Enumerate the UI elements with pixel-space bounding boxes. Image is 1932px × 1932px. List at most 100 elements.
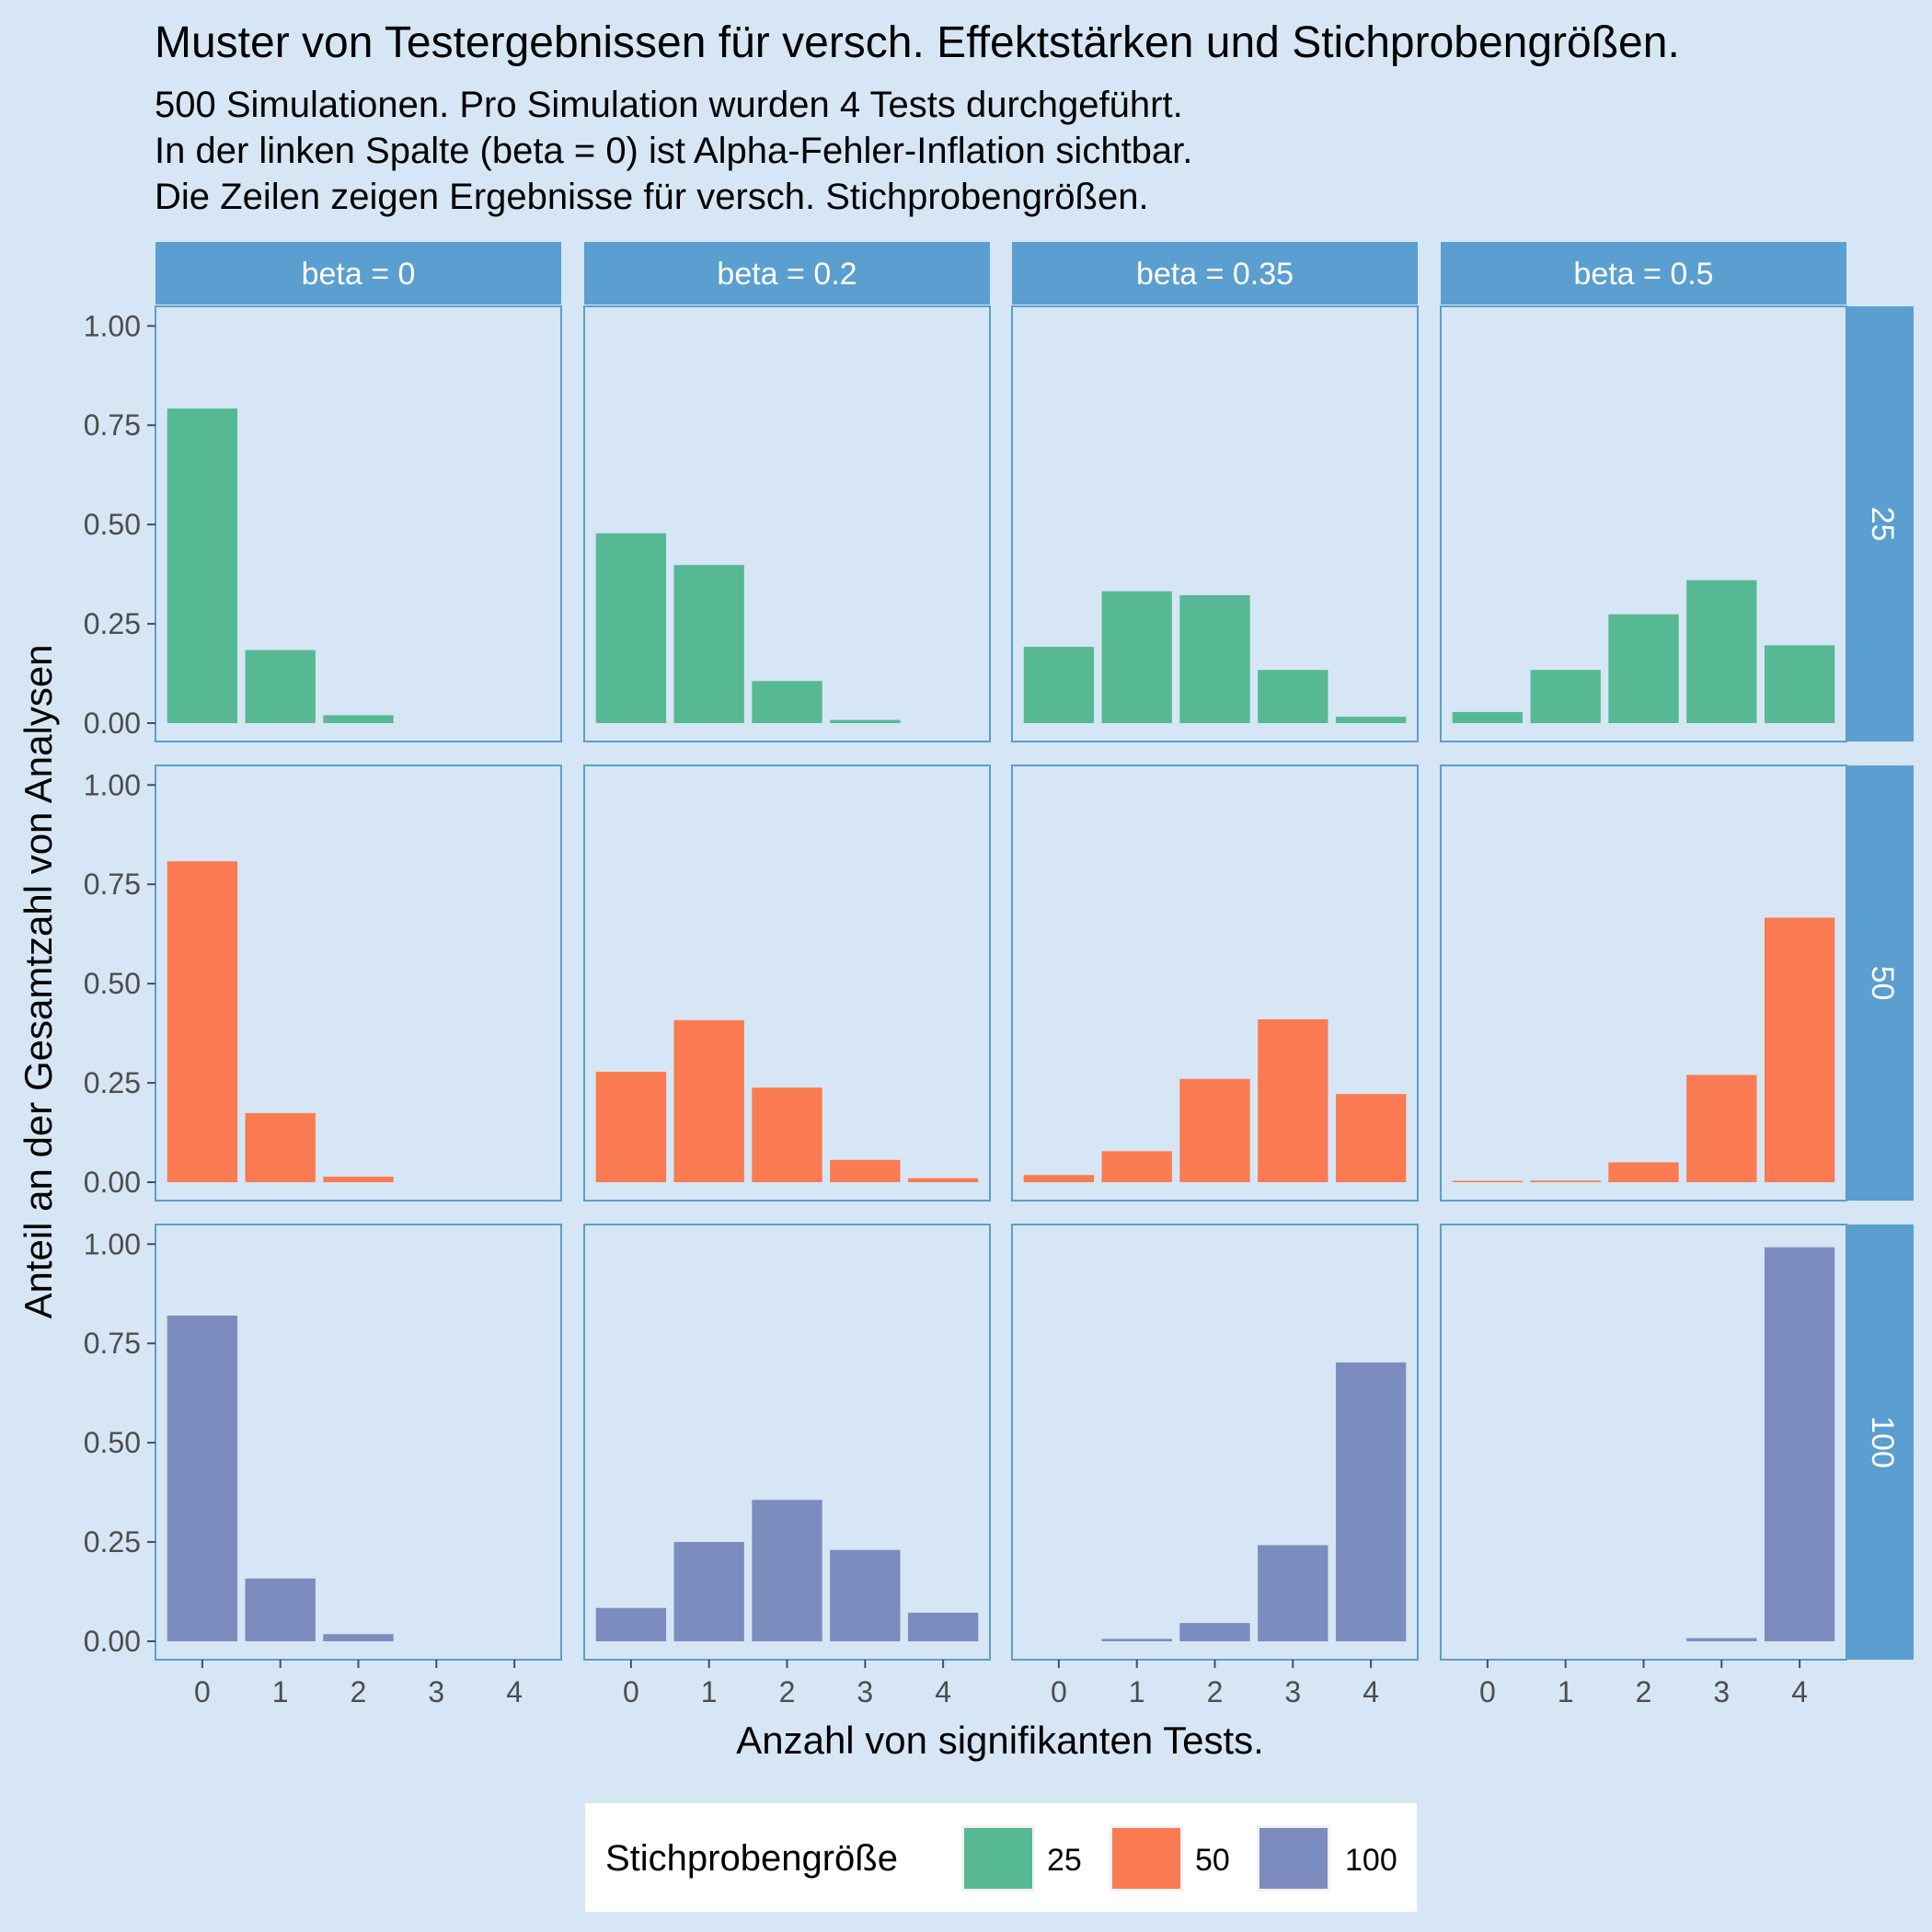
chart-subtitle-line-1: 500 Simulationen. Pro Simulation wurden … [155, 85, 1183, 125]
x-tick-label: 1 [272, 1675, 289, 1708]
bar [167, 861, 238, 1182]
bar [1764, 1247, 1835, 1641]
x-tick-label: 1 [1558, 1675, 1574, 1708]
row-strip [1847, 765, 1914, 1201]
panel-border [583, 765, 991, 1202]
chart-subtitle-line-3: Die Zeilen zeigen Ergebnisse für versch.… [155, 177, 1149, 217]
column-strip [1441, 242, 1846, 305]
bar [1530, 1180, 1601, 1182]
bar [1179, 1078, 1250, 1182]
bar [830, 1159, 901, 1182]
column-strip-label: beta = 0 [302, 257, 416, 292]
bar [1608, 1162, 1679, 1182]
x-tick-label: 2 [1636, 1675, 1652, 1708]
bar [1335, 1362, 1407, 1641]
column-strip [1012, 242, 1418, 305]
bar [673, 565, 744, 723]
bar [1764, 645, 1835, 723]
legend-swatch [964, 1828, 1032, 1889]
bar [907, 1612, 979, 1641]
x-tick-label: 3 [428, 1675, 444, 1708]
row-strip [1847, 306, 1914, 742]
bar [673, 1019, 744, 1182]
column-strip [155, 242, 561, 305]
y-axis-title: Anteil an der Gesamtzahl von Analysen [17, 644, 60, 1318]
bar [245, 1112, 316, 1182]
bar [1101, 1151, 1172, 1182]
legend: Stichprobengröße 25 50 100 [585, 1803, 1417, 1912]
bar [1023, 647, 1095, 723]
bar [323, 1176, 394, 1182]
bar [1258, 1545, 1328, 1641]
panel-border [583, 305, 991, 742]
y-tick-label: 1.00 [84, 1227, 141, 1260]
y-tick-label: 1.00 [84, 768, 141, 801]
y-tick-label: 0.25 [84, 607, 141, 640]
bar [323, 715, 394, 723]
column-strip-label: beta = 0.5 [1573, 257, 1713, 292]
x-tick-label: 0 [194, 1675, 211, 1708]
x-tick-label: 2 [351, 1675, 367, 1708]
bar [595, 1071, 667, 1182]
bar [673, 1542, 744, 1641]
bar [752, 1500, 822, 1641]
bar [167, 1315, 238, 1641]
x-tick-label: 1 [701, 1675, 718, 1708]
bar [1608, 614, 1679, 723]
legend-label: 25 [1047, 1843, 1082, 1878]
panel-border [1440, 305, 1847, 742]
x-tick-label: 0 [1051, 1675, 1067, 1708]
bar [245, 650, 316, 723]
row-strip-label: 100 [1865, 1416, 1900, 1468]
bar [752, 1087, 822, 1182]
bar [1023, 1175, 1095, 1182]
y-tick-label: 1.00 [84, 309, 141, 342]
bar [1764, 917, 1835, 1182]
bar [830, 719, 901, 723]
x-tick-label: 3 [1284, 1675, 1301, 1708]
legend-swatch [1259, 1828, 1328, 1889]
bar [1335, 1094, 1407, 1182]
legend-title: Stichprobengröße [605, 1838, 898, 1879]
y-tick-label: 0.00 [84, 707, 141, 740]
x-tick-label: 4 [1363, 1675, 1379, 1708]
bar [1179, 594, 1250, 723]
bar [1452, 1180, 1524, 1182]
bar [1258, 1018, 1328, 1182]
bar [167, 408, 238, 723]
y-tick-label: 0.75 [84, 1327, 141, 1360]
bar [1258, 670, 1328, 723]
bar [830, 1549, 901, 1641]
y-tick-label: 0.25 [84, 1525, 141, 1558]
legend-label: 100 [1345, 1843, 1397, 1878]
chart-title: Muster von Testergebnissen für versch. E… [155, 18, 1680, 67]
x-axis-title: Anzahl von signifikanten Tests. [736, 1719, 1264, 1762]
chart-subtitle-line-2: In der linken Spalte (beta = 0) ist Alph… [155, 131, 1192, 171]
x-tick-label: 4 [1791, 1675, 1808, 1708]
column-strip-label: beta = 0.2 [717, 257, 857, 292]
plot-area: beta = 0 beta = 0.2 beta = 0.35 beta = 0.5 2… [84, 242, 1914, 1708]
y-tick-label: 0.50 [84, 967, 141, 1000]
y-tick-label: 0.25 [84, 1066, 141, 1099]
bar [1335, 717, 1407, 723]
x-tick-label: 3 [857, 1675, 873, 1708]
column-strip [584, 242, 990, 305]
row-strip-label: 50 [1865, 966, 1900, 1001]
legend-label: 50 [1195, 1843, 1230, 1878]
bar [1452, 711, 1524, 723]
bar [1179, 1623, 1250, 1641]
x-tick-label: 2 [779, 1675, 796, 1708]
row-strip-label: 25 [1865, 507, 1900, 542]
bar [907, 1178, 979, 1182]
panel-border [1011, 765, 1419, 1202]
legend-swatch [1112, 1828, 1180, 1889]
y-tick-label: 0.50 [84, 1426, 141, 1459]
bar [1686, 580, 1757, 723]
bar [595, 1607, 667, 1641]
y-tick-label: 0.75 [84, 868, 141, 901]
x-tick-label: 0 [623, 1675, 639, 1708]
x-tick-label: 1 [1129, 1675, 1145, 1708]
bar [245, 1578, 316, 1641]
panel-border [1011, 305, 1419, 742]
